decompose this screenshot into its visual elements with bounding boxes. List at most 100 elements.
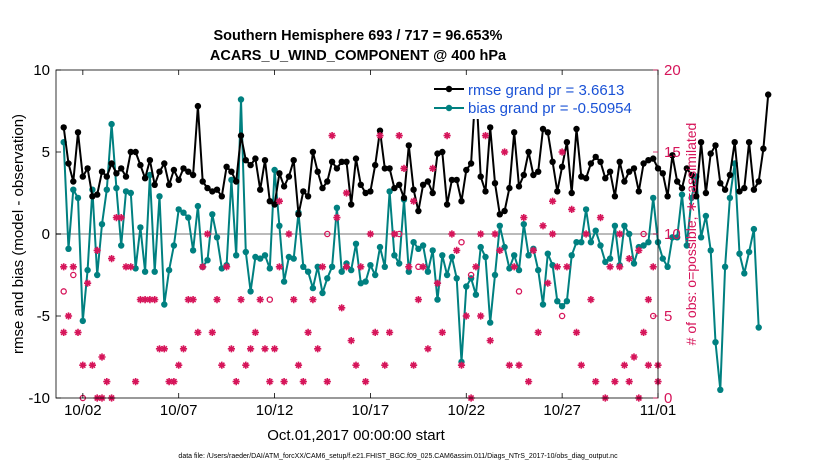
obs-assimilated-marker xyxy=(477,230,485,238)
obs-assimilated-marker xyxy=(314,345,322,353)
rmse-point xyxy=(760,145,767,152)
rmse-point xyxy=(678,184,686,192)
rmse-point xyxy=(712,142,719,149)
obs-assimilated-marker xyxy=(98,353,106,361)
obs-possible-marker xyxy=(640,230,647,238)
rmse-point xyxy=(247,161,254,169)
rmse-point xyxy=(443,201,451,208)
rmse-point xyxy=(257,186,264,193)
obs-assimilated-marker xyxy=(649,263,657,271)
obs-assimilated-marker xyxy=(165,378,173,386)
rmse-point xyxy=(367,188,374,195)
obs-assimilated-marker xyxy=(342,263,351,271)
bias-point xyxy=(280,278,288,285)
bias-point xyxy=(520,221,527,228)
obs-assimilated-marker xyxy=(381,361,389,369)
obs-assimilated-marker xyxy=(333,214,341,222)
obs-assimilated-marker xyxy=(256,296,264,304)
rmse-point xyxy=(132,148,139,156)
rmse-point xyxy=(664,193,671,200)
bias-point xyxy=(563,298,571,305)
rmse-point xyxy=(520,171,527,179)
x-tick-label: 10/07 xyxy=(160,402,198,419)
obs-assimilated-marker xyxy=(616,263,624,271)
rmse-point xyxy=(113,170,120,177)
obs-assimilated-marker xyxy=(563,263,571,271)
obs-assimilated-marker xyxy=(189,296,197,304)
bias-point xyxy=(621,222,628,229)
bias-point xyxy=(482,253,489,261)
obs-assimilated-marker xyxy=(400,164,408,172)
obs-assimilated-marker xyxy=(371,328,379,336)
y-axis-label-right: # of obs: o=possible; ∗=assimilated xyxy=(683,123,699,346)
obs-assimilated-marker xyxy=(539,222,547,230)
bias-point xyxy=(419,242,427,249)
legend-marker-bias xyxy=(445,104,453,112)
rmse-point xyxy=(597,158,604,165)
bias-point xyxy=(578,239,585,246)
bias-point xyxy=(271,166,278,174)
bias-point xyxy=(84,266,91,274)
rmse-point xyxy=(94,191,101,198)
rmse-point xyxy=(611,193,619,200)
obs-assimilated-marker xyxy=(644,296,652,304)
rmse-point xyxy=(511,129,518,136)
obs-assimilated-marker xyxy=(596,214,605,222)
bias-point xyxy=(285,253,293,261)
rmse-point xyxy=(587,160,595,167)
obs-assimilated-marker xyxy=(501,148,509,156)
bias-point xyxy=(487,319,494,326)
rmse-point xyxy=(252,155,259,162)
rmse-point xyxy=(386,165,393,172)
y-tick-label-right: 5 xyxy=(664,308,672,325)
y-tick-label-left: -5 xyxy=(37,308,50,325)
bias-point xyxy=(180,209,187,216)
obs-assimilated-marker xyxy=(232,378,240,386)
obs-assimilated-marker xyxy=(625,378,633,386)
obs-assimilated-marker xyxy=(64,312,73,320)
obs-assimilated-marker xyxy=(529,246,537,254)
obs-assimilated-marker xyxy=(184,296,192,304)
rmse-point xyxy=(448,176,456,184)
bias-point xyxy=(242,248,249,256)
bias-point xyxy=(439,252,446,259)
bias-point xyxy=(515,266,523,274)
bias-point xyxy=(429,247,436,254)
y-tick-label-right: 15 xyxy=(664,144,681,161)
rmse-point xyxy=(309,148,317,156)
bias-point xyxy=(103,186,111,193)
obs-possible-marker xyxy=(515,288,523,295)
bias-point xyxy=(381,263,388,270)
bias-point xyxy=(122,188,130,195)
rmse-point xyxy=(616,158,623,165)
bias-point xyxy=(108,120,115,128)
rmse-point xyxy=(487,124,494,131)
rmse-point xyxy=(535,168,542,175)
bias-point xyxy=(525,252,532,259)
rmse-point xyxy=(319,184,326,192)
obs-assimilated-marker xyxy=(376,132,384,140)
obs-assimilated-marker xyxy=(390,230,398,238)
rmse-point xyxy=(697,139,705,146)
rmse-point xyxy=(170,166,178,174)
bias-point xyxy=(645,239,652,246)
x-tick-label: 10/27 xyxy=(543,402,581,419)
rmse-point xyxy=(755,178,762,185)
bias-point xyxy=(362,278,369,285)
legend: rmse grand pr = 3.6613 bias grand pr = -… xyxy=(430,75,656,119)
obs-assimilated-marker xyxy=(290,296,298,304)
obs-possible-marker xyxy=(458,238,465,246)
bias-point xyxy=(372,271,379,279)
bias-point xyxy=(324,275,331,282)
bias-point xyxy=(348,266,355,274)
bias-point xyxy=(338,268,345,275)
obs-assimilated-marker xyxy=(247,345,255,353)
rmse-point xyxy=(65,160,72,167)
rmse-point xyxy=(731,139,738,146)
rmse-point xyxy=(338,158,345,165)
obs-assimilated-marker xyxy=(520,214,528,222)
obs-assimilated-marker xyxy=(328,132,336,140)
rmse-point xyxy=(189,171,197,179)
bias-point xyxy=(352,240,360,247)
